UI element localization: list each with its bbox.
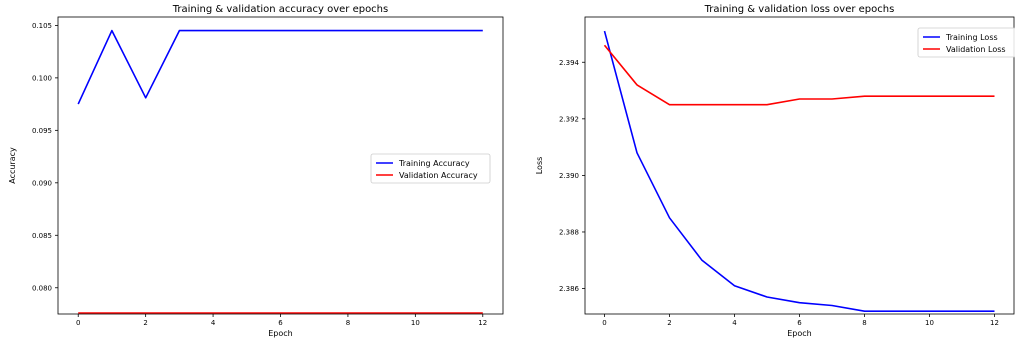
legend-label: Validation Loss — [946, 45, 1006, 54]
x-tick-label: 6 — [278, 319, 283, 327]
accuracy-chart: 0 2 4 6 8 10 12 0.080 0.085 0.090 0.095 0.100 0.105 T… — [8, 4, 504, 338]
y-tick-label: 0.100 — [32, 74, 52, 82]
x-tick-label: 8 — [346, 319, 350, 327]
x-tick-label: 12 — [990, 319, 999, 327]
legend-label: Validation Accuracy — [399, 171, 478, 180]
y-tick-label: 0.095 — [32, 127, 52, 135]
plot-frame — [584, 16, 1015, 315]
series-line-training-loss — [603, 30, 995, 313]
x-tick-label: 6 — [797, 319, 802, 327]
x-axis-label: Epoch — [787, 329, 812, 338]
x-tick-label: 0 — [602, 319, 606, 327]
x-tick-label: 0 — [76, 319, 80, 327]
x-axis-label: Epoch — [268, 329, 293, 338]
y-tick-label: 0.090 — [32, 179, 52, 187]
y-tick-label: 2.394 — [559, 59, 580, 67]
y-tick-label: 0.085 — [32, 232, 52, 240]
x-tick-label: 12 — [478, 319, 487, 327]
y-axis-label: Loss — [535, 157, 544, 175]
x-tick-label: 4 — [211, 319, 216, 327]
x-tick-label: 2 — [667, 319, 671, 327]
x-tick-label: 10 — [925, 319, 934, 327]
chart-title: Training & validation loss over epochs — [704, 4, 895, 15]
y-axis-label: Accuracy — [8, 147, 17, 184]
series-line-training-accuracy — [77, 29, 483, 105]
x-tick-label: 2 — [143, 319, 147, 327]
y-tick-label: 2.390 — [559, 172, 579, 180]
x-tick-label: 4 — [732, 319, 737, 327]
legend-box — [370, 153, 491, 184]
series-line-validation-loss — [603, 44, 995, 106]
y-tick-label: 2.388 — [559, 228, 579, 236]
x-tick-label: 8 — [862, 319, 866, 327]
y-tick-label: 2.392 — [559, 115, 579, 123]
y-tick-label: 2.386 — [559, 285, 580, 293]
loss-chart: 0 2 4 6 8 10 12 2.386 2.388 2.390 2.392 2.394 Traini… — [535, 4, 1015, 338]
legend-label: Training Loss — [945, 33, 998, 42]
x-tick-label: 10 — [411, 319, 420, 327]
legend-box — [917, 27, 1015, 58]
chart-title: Training & validation accuracy over epoc… — [172, 4, 388, 15]
legend-label: Training Accuracy — [398, 159, 470, 168]
y-tick-label: 0.080 — [32, 284, 52, 292]
y-tick-label: 0.105 — [32, 22, 52, 30]
